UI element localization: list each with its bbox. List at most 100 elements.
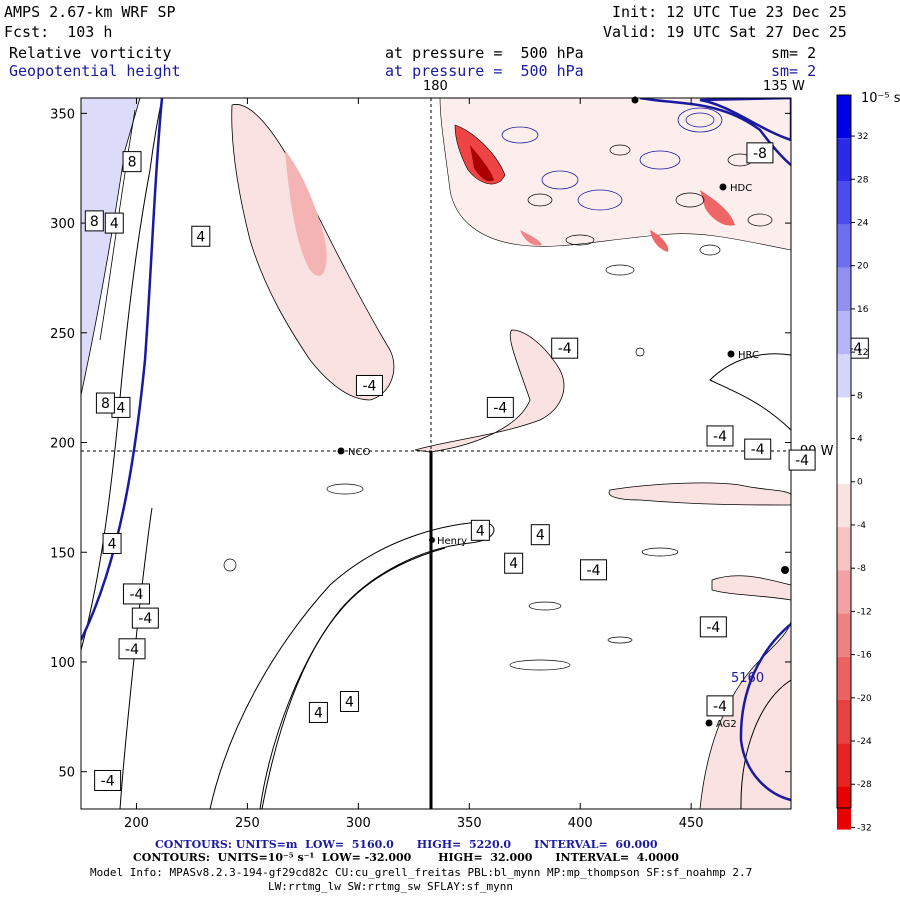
vorticity-contour-label: -4 xyxy=(118,638,146,660)
forecast-hour: Fcst: 103 h xyxy=(4,23,113,41)
svg-text:-4: -4 xyxy=(493,400,507,416)
svg-text:8: 8 xyxy=(101,396,110,412)
colorbar-segment xyxy=(837,397,851,441)
station-label-ag2: AG2 xyxy=(716,719,737,730)
field2-name: Geopotential height xyxy=(9,62,181,80)
svg-text:4: 4 xyxy=(116,400,125,416)
y-tick-label: 50 xyxy=(58,766,75,781)
vorticity-contour-4 xyxy=(81,98,163,651)
colorbar-tick-label: -12 xyxy=(857,607,872,617)
valid-time: Valid: 19 UTC Sat 27 Dec 25 xyxy=(603,23,847,41)
plot-area xyxy=(81,98,791,809)
vorticity-contour-label: -4 xyxy=(706,695,734,717)
colorbar-tick-label: 20 xyxy=(857,262,869,272)
svg-text:-4: -4 xyxy=(129,587,143,603)
y-tick-label: 150 xyxy=(50,546,75,561)
colorbar-tick-label: -28 xyxy=(857,780,872,790)
lon-label-135w: 135 W xyxy=(763,79,805,94)
colorbar-segment xyxy=(837,311,851,355)
colorbar-segment xyxy=(837,354,851,398)
colorbar: 32 28 24 20 16 12 8 4 0 -4 -8 -12 -16 -20 -24 -28 -32 xyxy=(836,94,872,833)
colorbar-segment xyxy=(837,483,851,528)
field2-level: at pressure = 500 hPa xyxy=(385,62,584,80)
svg-text:-4: -4 xyxy=(713,699,727,715)
svg-text:4: 4 xyxy=(108,536,117,552)
colorbar-tick-label: 16 xyxy=(857,305,869,315)
y-tick-label: 100 xyxy=(50,656,75,671)
y-tick-label: 250 xyxy=(50,327,75,342)
lon-label-180: 180 xyxy=(423,79,448,94)
vorticity-contour-label: 4 xyxy=(504,552,524,574)
station-label-hrc: HRC xyxy=(738,350,759,361)
vorticity-contour-label: -8 xyxy=(746,142,774,164)
contour-labels: -4-4-4-4-4-4-4-4-4-4-4-4-4-4-4-4-8444444… xyxy=(84,142,869,791)
colorbar-tick-label: 24 xyxy=(857,218,869,228)
vorticity-contour-label: 4 xyxy=(530,524,550,546)
station-label-henry: Henry xyxy=(437,536,467,547)
svg-text:-4: -4 xyxy=(558,341,572,357)
colorbar-segment xyxy=(837,440,851,484)
colorbar-tick-label: 32 xyxy=(857,132,868,142)
init-time: Init: 12 UTC Tue 23 Dec 25 xyxy=(612,3,847,21)
x-tick-label: 250 xyxy=(235,816,260,831)
svg-text:8: 8 xyxy=(128,155,137,171)
colorbar-tick-label: -24 xyxy=(857,737,872,747)
svg-text:4: 4 xyxy=(345,694,354,710)
x-tick-label: 300 xyxy=(346,816,371,831)
colorbar-segment xyxy=(837,613,851,657)
colorbar-tick-label: 8 xyxy=(857,391,863,401)
colorbar-tick-label: 0 xyxy=(857,478,863,488)
colorbar-tick-label: 4 xyxy=(857,435,863,445)
svg-text:-4: -4 xyxy=(706,620,720,636)
model-title: AMPS 2.67-km WRF SP xyxy=(4,3,176,21)
footer-model-info: Model Info: MPASv8.2.3-194-gf29cd82c CU:… xyxy=(90,866,753,879)
vorticity-contour-label: -4 xyxy=(744,438,772,460)
field2-smoothing: sm= 2 xyxy=(771,62,817,80)
colorbar-tick-label: -32 xyxy=(857,823,872,833)
y-tick-label: 300 xyxy=(50,217,75,232)
vorticity-contour-label: 8 xyxy=(95,392,115,414)
svg-text:-4: -4 xyxy=(138,611,152,627)
svg-text:-4: -4 xyxy=(795,453,809,469)
height-contour-label-5160: 5160 xyxy=(731,671,764,686)
svg-text:4: 4 xyxy=(509,556,518,572)
svg-text:4: 4 xyxy=(110,216,119,232)
svg-text:-4: -4 xyxy=(125,642,139,658)
station-label-nco: NCO xyxy=(348,447,370,458)
svg-text:-4: -4 xyxy=(587,563,601,579)
footer-radiation-info: LW:rrtmg_lw SW:rrtmg_sw SFLAY:sf_mynn xyxy=(268,880,514,893)
x-tick-label: 350 xyxy=(457,816,482,831)
vorticity-contour-label: -4 xyxy=(580,559,608,581)
svg-text:-8: -8 xyxy=(753,146,767,162)
svg-text:4: 4 xyxy=(314,705,323,721)
vorticity-contour-label: 4 xyxy=(308,701,328,723)
svg-text:4: 4 xyxy=(536,528,545,544)
x-tick-label: 200 xyxy=(124,816,149,831)
colorbar-segment xyxy=(837,743,851,787)
colorbar-tick-label: -16 xyxy=(857,651,872,661)
colorbar-tick-label: 28 xyxy=(857,175,869,185)
y-axis: 50 100 150 200 250 300 350 xyxy=(50,107,791,781)
colorbar-segment xyxy=(837,699,851,744)
colorbar-segment xyxy=(837,267,851,312)
vorticity-contour-label: -4 xyxy=(94,769,122,791)
geopotential-contour-5160 xyxy=(739,623,791,802)
field1-name: Relative vorticity xyxy=(9,44,172,62)
vorticity-contour-label: -4 xyxy=(706,425,734,447)
vorticity-contour-label: -4 xyxy=(131,607,159,629)
colorbar-tick-label: 12 xyxy=(857,348,868,358)
vorticity-contour-label: -4 xyxy=(551,337,579,359)
station-label-hdc: HDC xyxy=(730,183,752,194)
y-tick-label: 350 xyxy=(50,107,75,122)
colorbar-segment xyxy=(837,138,851,182)
vorticity-contour-label: -4 xyxy=(699,616,727,638)
vorticity-contour-label: 4 xyxy=(104,212,124,234)
vorticity-region-northeast xyxy=(439,98,791,251)
colorbar-tick-label: -4 xyxy=(857,521,866,531)
vorticity-contour-label: -4 xyxy=(788,449,816,471)
vorticity-contour-label: 8 xyxy=(122,151,142,173)
colorbar-unit: 10⁻⁵ s⁻¹ xyxy=(861,91,900,106)
geopotential-contour-left xyxy=(81,98,164,641)
field1-smoothing: sm= 2 xyxy=(771,44,817,62)
